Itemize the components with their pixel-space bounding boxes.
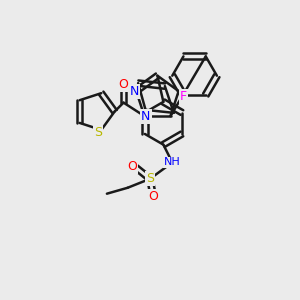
Text: O: O <box>118 78 128 91</box>
Text: N: N <box>141 110 151 122</box>
Text: O: O <box>148 190 158 203</box>
Text: NH: NH <box>164 158 181 167</box>
Text: S: S <box>94 126 102 140</box>
Text: S: S <box>146 172 154 185</box>
Text: N: N <box>130 85 140 98</box>
Text: O: O <box>127 160 137 173</box>
Text: F: F <box>180 90 187 103</box>
